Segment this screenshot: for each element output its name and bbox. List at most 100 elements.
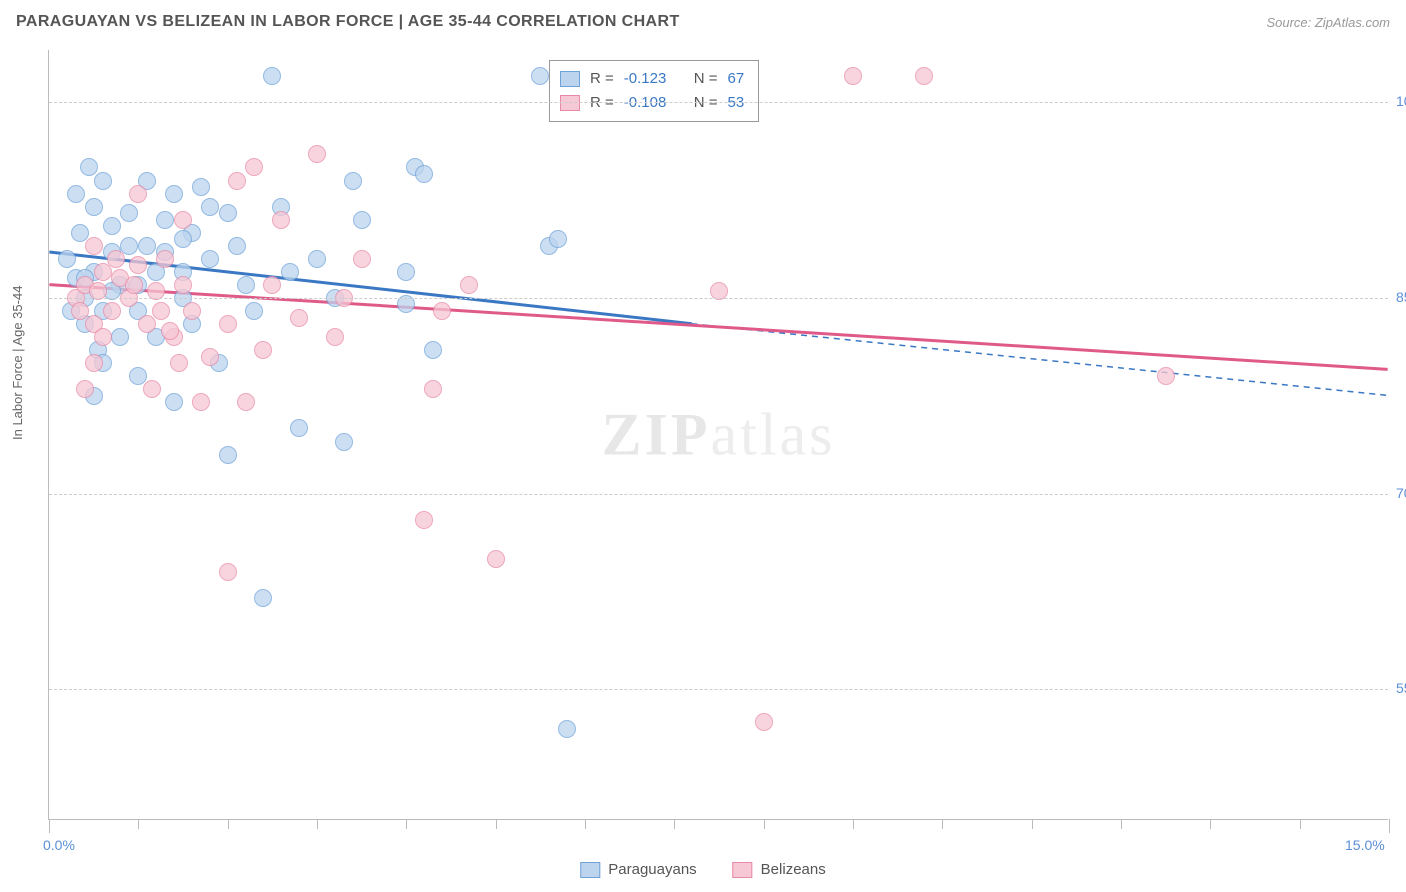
- data-point: [156, 211, 174, 229]
- legend-swatch: [733, 862, 753, 878]
- legend-r-label: R =: [590, 67, 614, 91]
- x-tick-mark: [674, 819, 675, 829]
- chart-header: PARAGUAYAN VS BELIZEAN IN LABOR FORCE | …: [0, 0, 1406, 44]
- gridline: [49, 689, 1388, 690]
- data-point: [755, 713, 773, 731]
- gridline: [49, 102, 1388, 103]
- x-tick-mark: [496, 819, 497, 829]
- data-point: [201, 348, 219, 366]
- data-point: [228, 237, 246, 255]
- data-point: [183, 302, 201, 320]
- data-point: [308, 250, 326, 268]
- data-point: [558, 720, 576, 738]
- data-point: [165, 185, 183, 203]
- data-point: [460, 276, 478, 294]
- data-point: [915, 67, 933, 85]
- data-point: [308, 145, 326, 163]
- data-point: [129, 256, 147, 274]
- data-point: [165, 393, 183, 411]
- gridline: [49, 298, 1388, 299]
- legend-swatch: [580, 862, 600, 878]
- legend-n-label: N =: [694, 67, 718, 91]
- data-point: [263, 67, 281, 85]
- data-point: [138, 237, 156, 255]
- data-point: [156, 250, 174, 268]
- data-point: [487, 550, 505, 568]
- data-point: [245, 302, 263, 320]
- data-point: [58, 250, 76, 268]
- data-point: [290, 309, 308, 327]
- data-point: [201, 198, 219, 216]
- data-point: [94, 263, 112, 281]
- x-tick-mark: [1032, 819, 1033, 829]
- x-tick-mark: [764, 819, 765, 829]
- data-point: [326, 328, 344, 346]
- data-point: [424, 380, 442, 398]
- data-point: [129, 185, 147, 203]
- data-point: [192, 178, 210, 196]
- data-point: [152, 302, 170, 320]
- x-tick-mark: [138, 819, 139, 829]
- data-point: [237, 393, 255, 411]
- data-point: [170, 354, 188, 372]
- gridline: [49, 494, 1388, 495]
- source-label: Source: ZipAtlas.com: [1266, 15, 1390, 30]
- data-point: [415, 165, 433, 183]
- data-point: [424, 341, 442, 359]
- x-tick-label: 15.0%: [1345, 837, 1385, 853]
- data-point: [219, 204, 237, 222]
- x-tick-mark: [942, 819, 943, 829]
- data-point: [174, 230, 192, 248]
- y-tick-label: 85.0%: [1396, 289, 1406, 305]
- data-point: [161, 322, 179, 340]
- scatter-layer: [49, 50, 1388, 819]
- data-point: [254, 341, 272, 359]
- data-point: [263, 276, 281, 294]
- data-point: [397, 263, 415, 281]
- data-point: [174, 276, 192, 294]
- data-point: [335, 433, 353, 451]
- data-point: [237, 276, 255, 294]
- data-point: [245, 158, 263, 176]
- data-point: [290, 419, 308, 437]
- data-point: [125, 276, 143, 294]
- data-point: [415, 511, 433, 529]
- y-axis-label: In Labor Force | Age 35-44: [10, 286, 25, 440]
- data-point: [433, 302, 451, 320]
- legend-item: Belizeans: [733, 861, 826, 878]
- data-point: [94, 328, 112, 346]
- data-point: [844, 67, 862, 85]
- data-point: [67, 185, 85, 203]
- data-point: [76, 380, 94, 398]
- data-point: [228, 172, 246, 190]
- chart-title: PARAGUAYAN VS BELIZEAN IN LABOR FORCE | …: [16, 13, 680, 31]
- data-point: [103, 302, 121, 320]
- series-legend: Paraguayans Belizeans: [580, 861, 825, 878]
- legend-stat-row: R =-0.123N =67: [560, 67, 744, 91]
- data-point: [201, 250, 219, 268]
- data-point: [174, 211, 192, 229]
- data-point: [219, 563, 237, 581]
- data-point: [344, 172, 362, 190]
- x-tick-mark: [1389, 819, 1390, 833]
- data-point: [85, 198, 103, 216]
- data-point: [80, 158, 98, 176]
- chart-plot-area: ZIPatlas R =-0.123N =67R =-0.108N =53 10…: [48, 50, 1388, 820]
- data-point: [71, 302, 89, 320]
- legend-item-label: Paraguayans: [608, 861, 696, 878]
- data-point: [272, 211, 290, 229]
- x-tick-mark: [853, 819, 854, 829]
- x-tick-label: 0.0%: [43, 837, 75, 853]
- legend-item-label: Belizeans: [761, 861, 826, 878]
- data-point: [549, 230, 567, 248]
- data-point: [103, 217, 121, 235]
- x-tick-mark: [228, 819, 229, 829]
- data-point: [143, 380, 161, 398]
- y-tick-label: 55.0%: [1396, 680, 1406, 696]
- x-tick-mark: [406, 819, 407, 829]
- x-tick-mark: [1121, 819, 1122, 829]
- x-tick-mark: [1300, 819, 1301, 829]
- data-point: [281, 263, 299, 281]
- data-point: [192, 393, 210, 411]
- data-point: [1157, 367, 1175, 385]
